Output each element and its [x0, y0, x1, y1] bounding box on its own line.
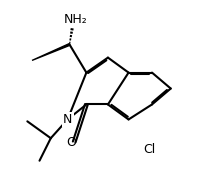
Text: O: O — [66, 136, 76, 149]
Polygon shape — [32, 44, 70, 60]
Text: NH₂: NH₂ — [63, 13, 87, 26]
Text: Cl: Cl — [143, 143, 155, 156]
Text: N: N — [63, 113, 72, 126]
